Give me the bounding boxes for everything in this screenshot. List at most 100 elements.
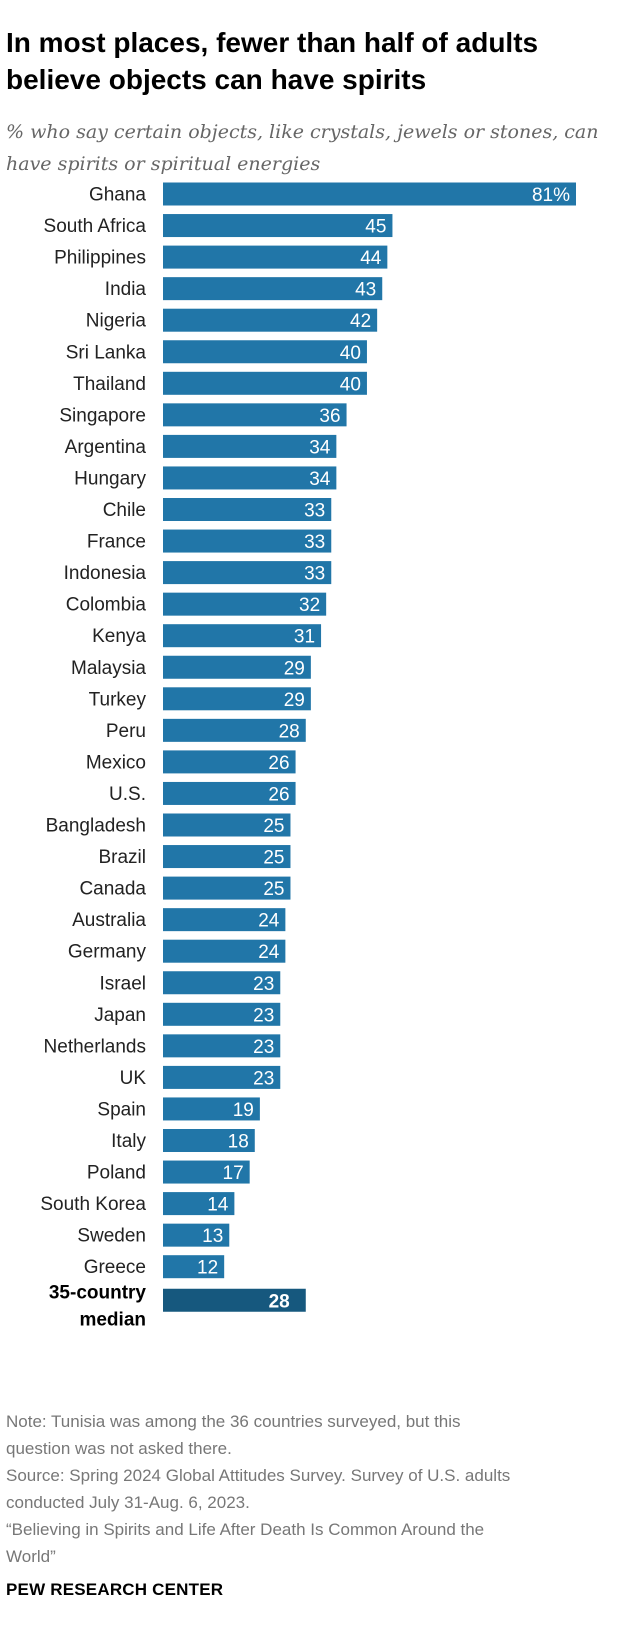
bar (163, 655, 311, 679)
bar (163, 277, 383, 301)
bar-value-label: 40 (340, 343, 361, 364)
bar-value-label: 33 (304, 501, 325, 522)
bar-chart: Ghana 81% South Africa 45 Philippines 44 India… (40, 182, 576, 1330)
category-label: Kenya (92, 626, 146, 647)
bar (163, 1065, 281, 1089)
bar-value-label: 31 (294, 627, 315, 648)
bar-value-label: 17 (223, 1163, 244, 1184)
median-label: median (79, 1309, 146, 1330)
category-label: Chile (103, 500, 146, 521)
chart-title: In most places, fewer than half of adult… (6, 27, 539, 95)
category-label: Malaysia (71, 658, 146, 679)
bar-value-label: 14 (207, 1195, 229, 1216)
bar (163, 687, 311, 711)
category-label: Sweden (77, 1226, 146, 1247)
bar-value-label: 23 (253, 1068, 274, 1089)
bar-value-label: 23 (253, 1037, 274, 1058)
bar-value-label: 33 (304, 564, 325, 585)
bar-value-label: 18 (228, 1132, 249, 1153)
bar (163, 1034, 281, 1058)
category-label: Bangladesh (46, 816, 146, 837)
category-label: Ghana (89, 185, 146, 206)
bar (163, 813, 291, 837)
bar (163, 750, 296, 774)
bar-value-label: 24 (258, 911, 280, 932)
median-label: 35-country (49, 1282, 147, 1303)
bar (163, 908, 286, 932)
category-label: Israel (100, 973, 146, 994)
bar (163, 624, 322, 648)
category-label: South Africa (44, 216, 147, 237)
category-label: Spain (97, 1099, 146, 1120)
bar (163, 845, 291, 869)
category-label: UK (120, 1068, 147, 1089)
bar (163, 561, 332, 585)
bar-value-label: 29 (284, 658, 305, 679)
bar-value-label: 12 (197, 1258, 218, 1279)
category-label: Australia (72, 910, 146, 931)
bar (163, 592, 327, 616)
category-label: Japan (94, 1005, 146, 1026)
category-label: Hungary (74, 468, 146, 489)
category-label: Colombia (66, 595, 147, 616)
bar (163, 1097, 260, 1121)
category-label: Sri Lanka (66, 342, 147, 363)
bar (163, 214, 393, 238)
bar-value-label: 26 (268, 784, 289, 805)
median-bar (163, 1288, 306, 1312)
bar (163, 245, 388, 269)
bar-value-label: 43 (355, 280, 376, 301)
median-value-label: 28 (269, 1291, 290, 1312)
bar (163, 403, 347, 427)
bar (163, 529, 332, 553)
category-label: Brazil (98, 847, 146, 868)
bar-value-label: 42 (350, 311, 371, 332)
category-label: Peru (106, 721, 146, 742)
bar (163, 781, 296, 805)
category-label: Canada (79, 879, 146, 900)
bar (163, 371, 367, 395)
bar (163, 1002, 281, 1026)
bar-value-label: 13 (202, 1226, 223, 1247)
bar (163, 308, 378, 332)
source-line: Source: Spring 2024 Global Attitudes Sur… (6, 1466, 511, 1485)
category-label: Turkey (89, 689, 147, 710)
notes: Note: Tunisia was among the 36 countries… (6, 1408, 606, 1570)
category-label: Netherlands (44, 1036, 146, 1057)
bar (163, 876, 291, 900)
bar (163, 718, 306, 742)
bar (163, 434, 337, 458)
bar (163, 1255, 225, 1279)
bar-value-label: 25 (263, 816, 284, 837)
category-label: Mexico (86, 752, 146, 773)
bar (163, 939, 286, 963)
report-title-line: “Believing in Spirits and Life After Dea… (6, 1520, 485, 1539)
category-label: Greece (84, 1257, 146, 1278)
bar-value-label: 23 (253, 974, 274, 995)
bar-value-label: 25 (263, 879, 284, 900)
bar-value-label: 24 (258, 942, 280, 963)
bar (163, 498, 332, 521)
note-line: question was not asked there. (6, 1439, 232, 1458)
report-title-line: World” (6, 1547, 56, 1566)
bar-value-label: 44 (360, 248, 382, 269)
category-label: Nigeria (86, 311, 147, 332)
category-label: Indonesia (64, 563, 147, 584)
bar-value-label: 23 (253, 1005, 274, 1026)
category-label: Philippines (54, 248, 146, 269)
bar (163, 1223, 230, 1247)
bar-value-label: 45 (365, 217, 386, 238)
brand-logo-text: PEW RESEARCH CENTER (6, 1580, 224, 1599)
category-label: India (105, 279, 147, 300)
bar-value-label: 28 (279, 721, 300, 742)
bar-value-label: 19 (233, 1100, 254, 1121)
bar-value-label: 32 (299, 595, 320, 616)
bar-value-label: 81% (532, 185, 570, 206)
bar (163, 466, 337, 490)
bar (163, 340, 367, 364)
bar-value-label: 34 (309, 469, 331, 490)
bar (163, 971, 281, 995)
category-label: Argentina (65, 437, 147, 458)
bar-value-label: 25 (263, 848, 284, 869)
bar-value-label: 34 (309, 437, 331, 458)
